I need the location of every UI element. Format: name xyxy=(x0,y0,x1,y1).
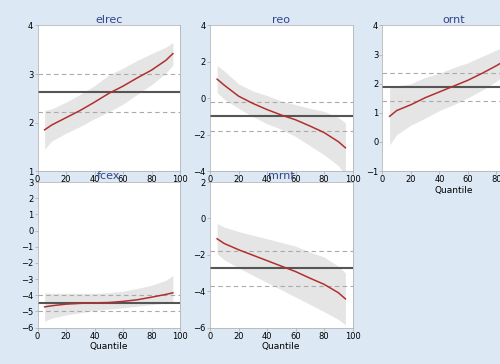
Title: fcex: fcex xyxy=(97,171,120,181)
Title: elrec: elrec xyxy=(95,15,122,25)
X-axis label: Quantile: Quantile xyxy=(90,186,128,195)
X-axis label: Quantile: Quantile xyxy=(262,186,300,195)
X-axis label: Quantile: Quantile xyxy=(262,342,300,351)
X-axis label: Quantile: Quantile xyxy=(90,342,128,351)
Title: reo: reo xyxy=(272,15,290,25)
Title: mrnt: mrnt xyxy=(268,171,294,181)
X-axis label: Quantile: Quantile xyxy=(434,186,473,195)
Title: ornt: ornt xyxy=(442,15,465,25)
